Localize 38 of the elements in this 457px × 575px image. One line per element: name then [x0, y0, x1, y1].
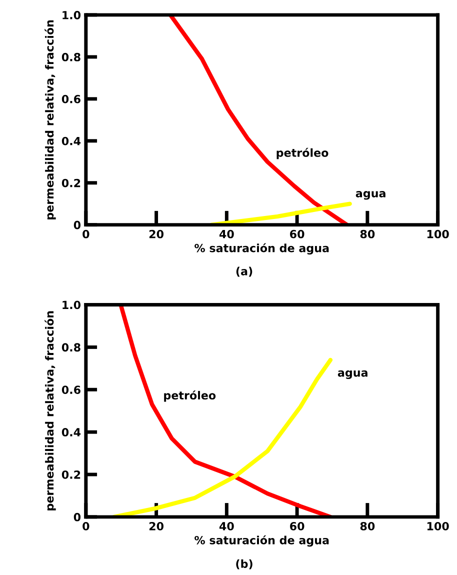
line-series — [118, 304, 333, 517]
x-tick-label: 100 — [427, 230, 449, 238]
y-tick-label: 0.8 — [62, 343, 80, 352]
x-tick-label: 80 — [360, 522, 375, 530]
y-tick-label: 0.2 — [62, 470, 80, 479]
x-tick-label: 100 — [427, 522, 449, 530]
line-series — [209, 202, 352, 225]
y-tick-label: 0.8 — [62, 52, 80, 62]
y-tick-label: 0.4 — [62, 136, 81, 146]
x-tick-label: 40 — [219, 230, 234, 238]
series-label: agua — [356, 191, 386, 200]
x-tick-label: 0 — [82, 230, 90, 238]
x-tick-label: 80 — [360, 230, 375, 238]
y-tick-label: 0 — [74, 220, 81, 230]
x-tick-label: 60 — [290, 230, 304, 238]
y-tick-label: 0.4 — [62, 428, 81, 436]
x-axis-title: % saturación de agua — [194, 535, 329, 547]
series-label: petróleo — [276, 148, 328, 160]
x-axis-title: % saturación de agua — [194, 243, 329, 254]
x-tick-label: 20 — [149, 522, 164, 530]
line-series — [168, 14, 350, 225]
line-series — [112, 358, 333, 517]
series-label: agua — [338, 370, 368, 379]
x-tick-label: 20 — [149, 230, 164, 238]
y-tick-label: 0.6 — [62, 94, 80, 104]
text: (a) — [236, 266, 252, 277]
y-axis-title: permeabilidad relativa, fracción — [44, 311, 56, 510]
series-label: petróleo — [164, 390, 216, 402]
y-tick-label: 0.2 — [62, 178, 80, 188]
text: (b) — [236, 559, 252, 570]
x-tick-label: 60 — [290, 522, 304, 530]
y-tick-label: 0.6 — [62, 386, 80, 394]
x-tick-label: 40 — [219, 522, 234, 530]
y-tick-label: 1.0 — [62, 10, 81, 20]
y-tick-label: 0 — [74, 512, 81, 522]
x-tick-label: 0 — [82, 522, 90, 530]
y-axis-title: permeabilidad relativa, fracción — [44, 20, 56, 220]
y-tick-label: 1.0 — [62, 300, 81, 310]
